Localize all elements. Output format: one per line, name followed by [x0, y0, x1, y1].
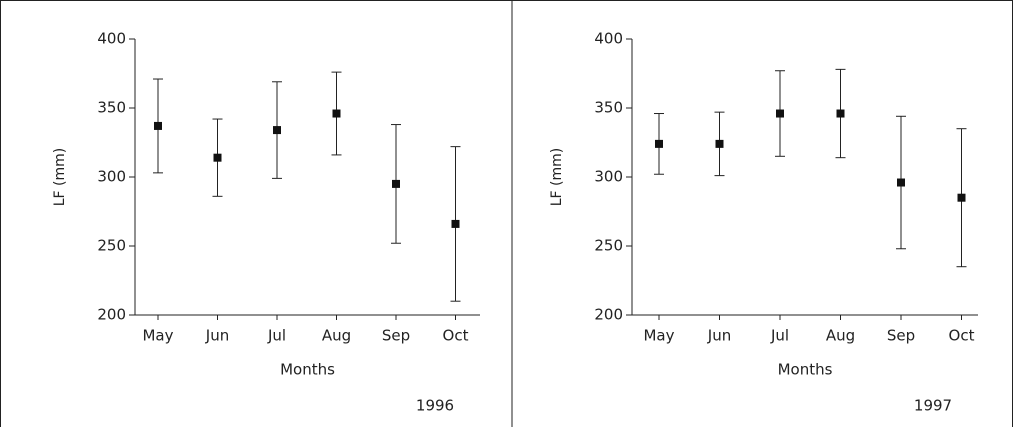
- y-tick-label: 300: [97, 168, 126, 186]
- x-tick-label: Jun: [205, 327, 229, 345]
- y-tick-label: 300: [594, 168, 623, 186]
- point: [273, 126, 281, 135]
- y-tick-label: 350: [97, 99, 126, 117]
- x-tick-label: Oct: [443, 327, 469, 345]
- y-tick-label: 250: [97, 237, 126, 255]
- y-axis-label: LF (mm): [52, 148, 68, 207]
- point: [957, 193, 966, 202]
- point: [655, 139, 663, 148]
- y-tick-label: 200: [594, 306, 623, 324]
- point: [715, 139, 724, 148]
- x-tick-label: Jul: [267, 327, 286, 345]
- annotation: 1996: [416, 397, 454, 415]
- x-axis-label: Months: [280, 361, 335, 379]
- y-tick-label: 400: [594, 30, 623, 48]
- x-tick-label: Jun: [707, 327, 731, 345]
- y-axis-label: LF (mm): [549, 148, 565, 207]
- y-tick-label: 200: [97, 306, 126, 324]
- y-tick-label: 400: [97, 30, 126, 48]
- x-tick-label: Sep: [887, 327, 915, 345]
- x-tick-label: Sep: [382, 327, 410, 345]
- y-tick-label: 250: [594, 237, 623, 255]
- x-tick-label: Oct: [949, 327, 975, 345]
- x-tick-label: May: [643, 327, 674, 345]
- x-tick-label: Aug: [322, 327, 351, 345]
- point: [332, 109, 341, 118]
- point: [776, 109, 784, 118]
- annotation: 1997: [914, 397, 952, 415]
- x-axis-label: Months: [778, 361, 833, 379]
- y-tick-label: 350: [594, 99, 623, 117]
- x-tick-label: Aug: [826, 327, 855, 345]
- point: [392, 179, 400, 188]
- point: [154, 121, 162, 130]
- x-tick-label: Jul: [770, 327, 789, 345]
- point: [836, 109, 845, 118]
- point: [213, 153, 222, 162]
- point: [897, 178, 905, 187]
- point: [451, 219, 460, 228]
- x-tick-label: May: [142, 327, 173, 345]
